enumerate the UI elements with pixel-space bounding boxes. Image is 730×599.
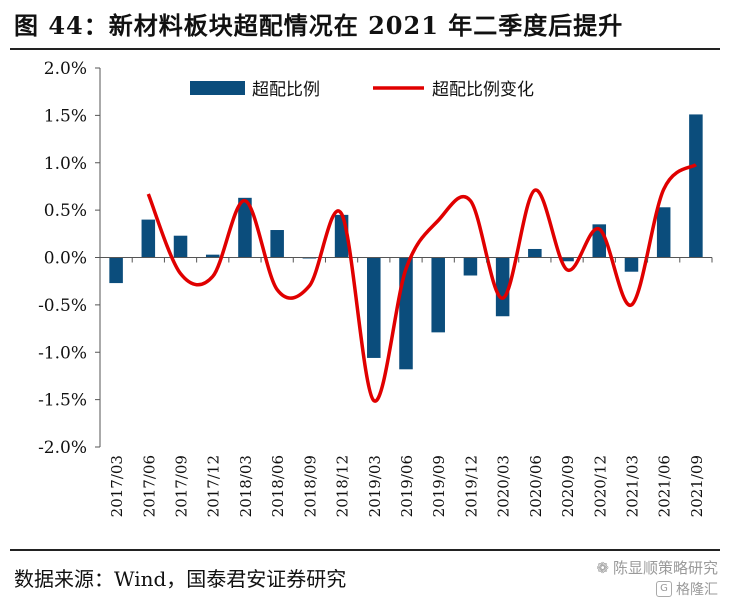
source-rule	[10, 549, 720, 551]
y-tick-label: -1.0%	[38, 343, 87, 363]
legend-bar-swatch	[190, 81, 245, 95]
x-tick-label: 2019/03	[366, 455, 384, 517]
bar-series	[109, 114, 702, 369]
bar	[142, 220, 156, 258]
bar	[270, 230, 284, 257]
legend-line-label: 超配比例变化	[432, 80, 534, 100]
y-tick-label: -1.5%	[38, 391, 87, 411]
gelonghui-logo-icon: G	[656, 581, 672, 597]
x-tick-label: 2017/06	[140, 455, 158, 517]
x-tick-label: 2018/12	[334, 455, 352, 517]
x-tick-label: 2018/03	[237, 455, 255, 517]
change-line	[148, 165, 696, 402]
bar	[367, 258, 381, 358]
line-series	[148, 165, 696, 402]
y-tick-label: 2.0%	[44, 59, 87, 79]
bar	[174, 236, 188, 258]
x-tick-label: 2020/03	[495, 455, 513, 517]
bar	[528, 249, 542, 258]
y-tick-label: -0.5%	[38, 296, 87, 316]
x-tick-label: 2017/12	[205, 455, 223, 517]
x-tick-label: 2017/09	[173, 455, 191, 517]
x-tick-label: 2019/06	[398, 455, 416, 517]
bar	[689, 114, 703, 257]
x-tick-label: 2018/09	[301, 455, 319, 517]
y-tick-label: 0.0%	[44, 249, 87, 269]
bar	[625, 258, 639, 272]
legend-bar-label: 超配比例	[252, 80, 320, 100]
x-tick-label: 2021/03	[623, 455, 641, 517]
x-tick-label: 2019/12	[462, 455, 480, 517]
x-tick-label: 2018/06	[269, 455, 287, 517]
y-tick-label: 1.5%	[44, 106, 87, 126]
x-tick-label: 2019/09	[430, 455, 448, 517]
y-tick-label: -2.0%	[38, 438, 87, 458]
y-axis: 2.0% 1.5% 1.0% 0.5% 0.0% -0.5% -1.0% -1.5% -2.0%	[38, 59, 100, 458]
y-tick-label: 1.0%	[44, 154, 87, 174]
x-tick-label: 2020/06	[527, 455, 545, 517]
bar	[109, 258, 123, 284]
x-tick-label: 2020/12	[591, 455, 609, 517]
bar	[464, 258, 478, 276]
x-tick-label: 2021/06	[656, 455, 674, 517]
source-note: 数据来源：Wind，国泰君安证券研究	[14, 563, 346, 592]
x-tick-label: 2021/09	[688, 455, 706, 517]
watermark-account: 陈显顺策略研究	[613, 557, 718, 578]
wechat-icon: ❁	[596, 559, 609, 577]
bar	[431, 258, 445, 333]
x-tick-label: 2020/09	[559, 455, 577, 517]
watermark-site: 格隆汇	[676, 579, 718, 599]
bar	[657, 207, 671, 257]
y-tick-label: 0.5%	[44, 201, 87, 221]
x-tick-label: 2017/03	[108, 455, 126, 517]
legend: 超配比例 超配比例变化	[190, 80, 534, 100]
